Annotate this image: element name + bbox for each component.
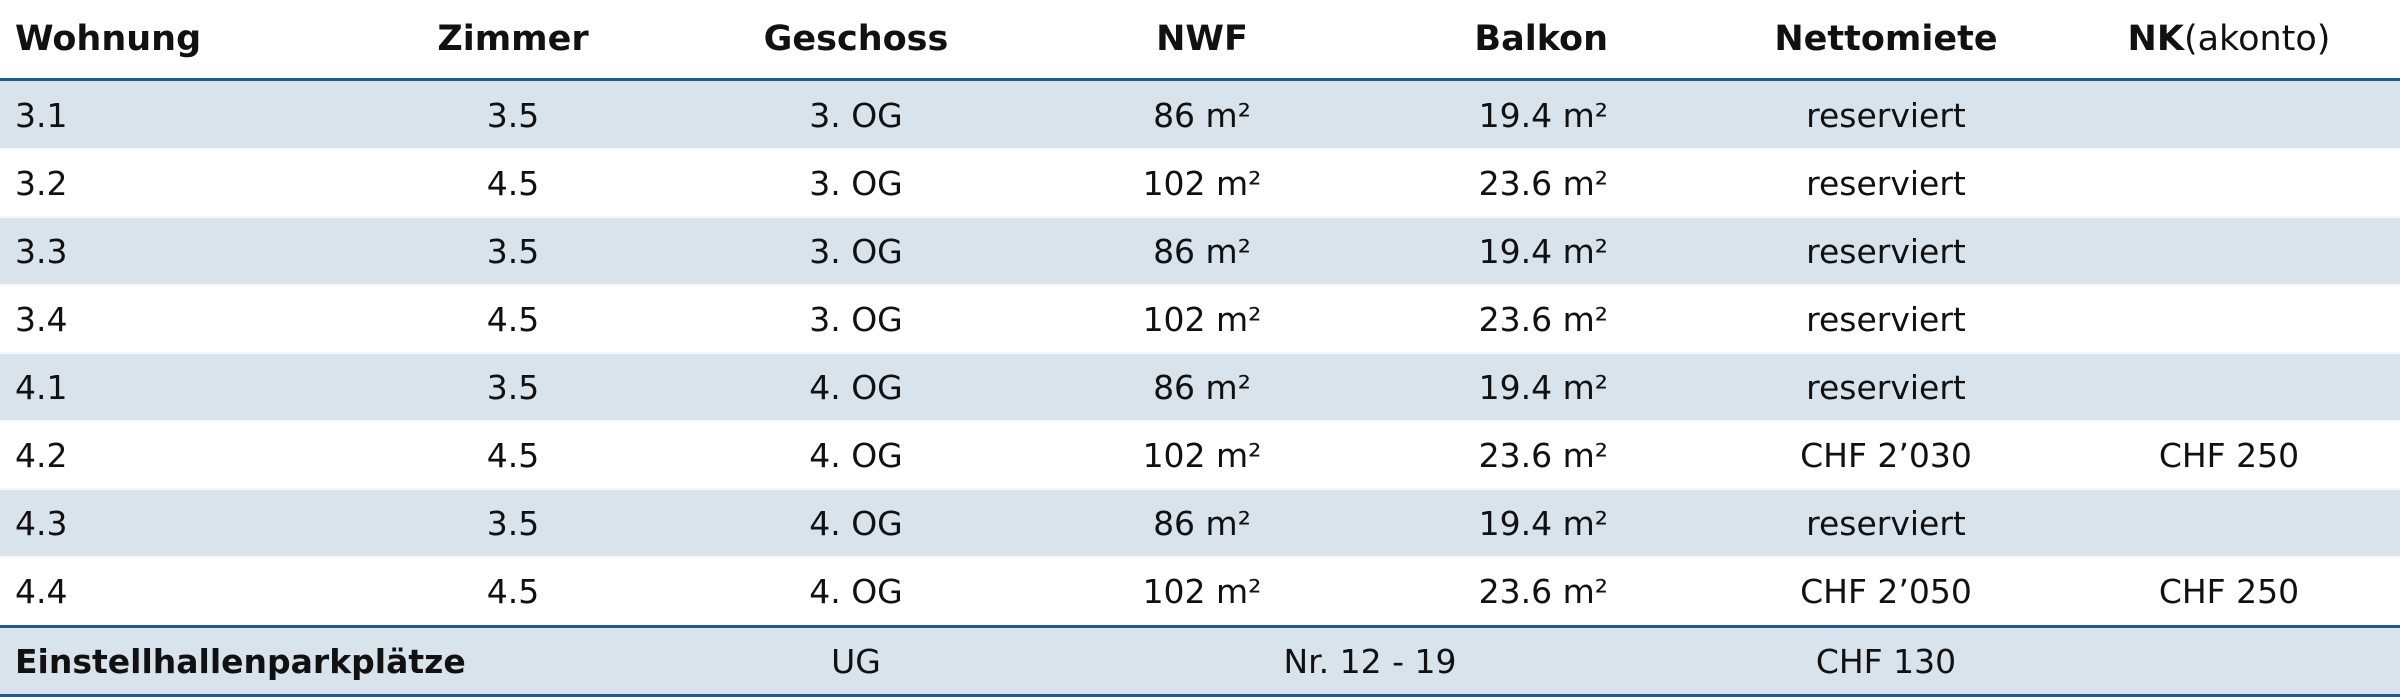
table-cell: CHF 2’030 [1800,435,1972,475]
footer-rule [0,625,2400,628]
row-separator [0,216,2400,218]
table-cell: 19.4 m² [1478,367,1608,407]
footer-floor: UG [831,641,881,681]
footer-label: Einstellhallenparkplätze [15,641,466,681]
unit-row: 4.2 4.5 4. OG 102 m² 23.6 m² CHF 2’030 CHF 250 [0,421,2400,489]
footer-price: CHF 130 [1815,641,1957,681]
table-cell: 23.6 m² [1478,163,1608,203]
header-cell: NWF [1156,19,1248,59]
row-separator [0,488,2400,490]
unit-row: 3.1 3.5 3. OG 86 m² 19.4 m² reserviert [0,81,2400,149]
header-cell: Balkon [1474,19,1608,59]
table-cell: 3.3 [15,231,68,271]
table-cell: 102 m² [1142,435,1262,475]
table-cell: 19.4 m² [1478,503,1608,543]
table-cell: 4. OG [809,435,903,475]
table-cell: 4.3 [15,503,68,543]
footer-row: Einstellhallenparkplätze UG Nr. 12 - 19 CHF… [0,628,2400,694]
unit-row: 4.1 3.5 4. OG 86 m² 19.4 m² reserviert [0,353,2400,421]
table-cell: CHF 2’050 [1800,571,1972,611]
table-cell: 102 m² [1142,571,1262,611]
row-separator [0,556,2400,558]
table-cell: 3.4 [15,299,68,339]
table-cell: 3.5 [486,95,540,135]
table-cell: 4.1 [15,367,68,407]
table-cell: 3.5 [486,503,540,543]
table-cell: 3.2 [15,163,68,203]
table-cell: 3. OG [809,163,903,203]
footer-numbers: Nr. 12 - 19 [1283,641,1457,681]
table-cell: 4. OG [809,571,903,611]
table-cell: 3.5 [486,367,540,407]
table-cell: 23.6 m² [1478,299,1608,339]
table-cell: 3. OG [809,231,903,271]
table-cell: reserviert [1806,163,1966,203]
table-cell: 3.5 [486,231,540,271]
table-cell: 4. OG [809,367,903,407]
table-cell: 4. OG [809,503,903,543]
table-cell: 3. OG [809,299,903,339]
table-cell: 4.4 [15,571,68,611]
table-cell: 86 m² [1153,95,1251,135]
unit-row: 4.3 3.5 4. OG 86 m² 19.4 m² reserviert [0,489,2400,557]
unit-row: 3.2 4.5 3. OG 102 m² 23.6 m² reserviert [0,149,2400,217]
table-cell: 23.6 m² [1478,571,1608,611]
row-separator [0,420,2400,422]
header-cell: Wohnung [15,19,202,59]
table-cell: 23.6 m² [1478,435,1608,475]
table-cell: 4.5 [486,435,540,475]
table-cell: reserviert [1806,231,1966,271]
table-cell: reserviert [1806,503,1966,543]
header-cell: NK (akonto) [1929,0,2400,78]
unit-row: 3.3 3.5 3. OG 86 m² 19.4 m² reserviert [0,217,2400,285]
header-row: Wohnung Zimmer Geschoss NWF Balkon Nettomiete… [0,0,2400,78]
table-cell: reserviert [1806,95,1966,135]
unit-row: 3.4 4.5 3. OG 102 m² 23.6 m² reserviert [0,285,2400,353]
header-normal: (akonto) [2183,19,2331,59]
table-cell: 86 m² [1153,503,1251,543]
table-cell: CHF 250 [2158,435,2300,475]
table-cell: 4.5 [486,571,540,611]
table-cell: 3.1 [15,95,68,135]
table-cell: 19.4 m² [1478,231,1608,271]
header-rule [0,78,2400,81]
header-cell: Nettomiete [1774,19,1998,59]
header-strong: NK [2127,19,2184,59]
table-cell: reserviert [1806,367,1966,407]
table-cell: 19.4 m² [1478,95,1608,135]
header-cell: Zimmer [437,19,589,59]
row-separator [0,148,2400,150]
unit-row: 4.4 4.5 4. OG 102 m² 23.6 m² CHF 2’050 CHF 250 [0,557,2400,625]
table-cell: 4.5 [486,163,540,203]
bottom-rule [0,694,2400,697]
table-cell: reserviert [1806,299,1966,339]
header-cell: Geschoss [763,19,949,59]
table-cell: 86 m² [1153,231,1251,271]
row-separator [0,284,2400,286]
table-cell: 102 m² [1142,163,1262,203]
table-cell: 4.2 [15,435,68,475]
row-separator [0,352,2400,354]
table-cell: 3. OG [809,95,903,135]
table-cell: 86 m² [1153,367,1251,407]
table-cell: 102 m² [1142,299,1262,339]
table-cell: CHF 250 [2158,571,2300,611]
table-cell: 4.5 [486,299,540,339]
